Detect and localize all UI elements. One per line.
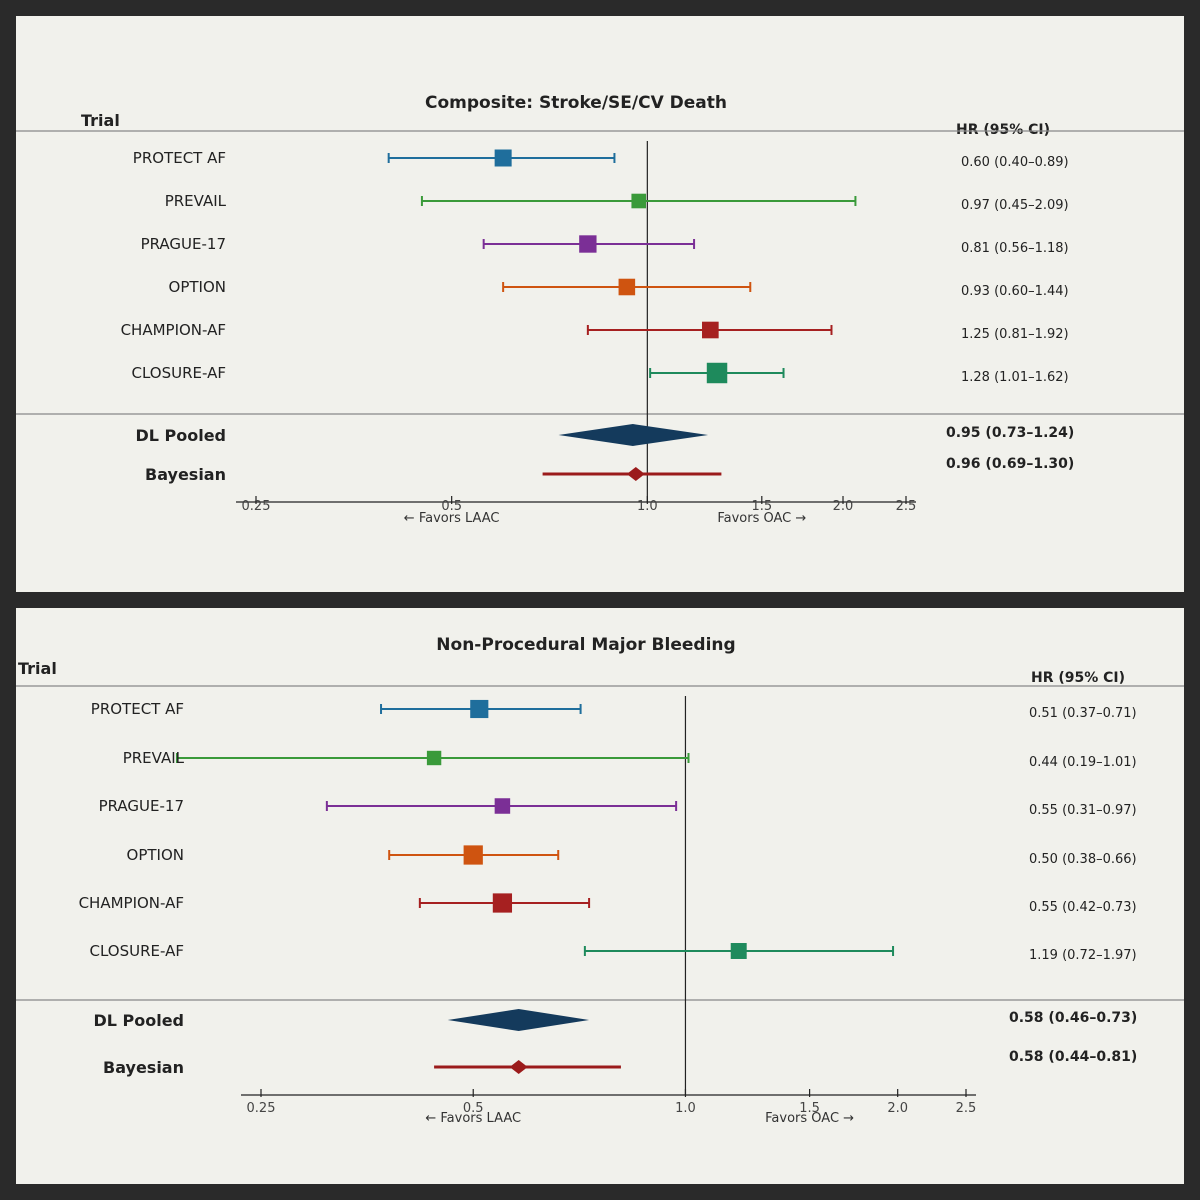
point-estimate-square (494, 149, 512, 167)
favors-oac-label: Favors OAC → (717, 511, 806, 526)
trial-column-header: Trial (81, 111, 120, 130)
bayesian-label: Bayesian (145, 465, 226, 484)
point-estimate-square (426, 750, 442, 766)
point-estimate-square (463, 845, 483, 865)
trial-name-label: PROTECT AF (91, 700, 184, 718)
x-tick-label: 0.5 (463, 1101, 484, 1116)
x-tick-label: 0.25 (242, 499, 271, 514)
point-estimate-square (730, 943, 747, 959)
point-estimate-square (702, 321, 719, 339)
trial-name-label: PRAGUE-17 (141, 235, 226, 253)
bayesian-hr-label: 0.96 (0.69–1.30) (946, 456, 1074, 472)
hr-ci-label: 0.97 (0.45–2.09) (961, 198, 1069, 213)
hr-ci-label: 0.60 (0.40–0.89) (961, 155, 1069, 170)
hr-ci-label: 1.25 (0.81–1.92) (961, 327, 1069, 342)
trial-name-label: CLOSURE-AF (90, 942, 184, 960)
trial-name-label: OPTION (169, 278, 226, 296)
hr-ci-label: 0.81 (0.56–1.18) (961, 241, 1069, 256)
hr-column-header: HR (95% CI) (1031, 670, 1125, 686)
hr-ci-label: 0.55 (0.31–0.97) (1029, 803, 1137, 818)
x-tick-label: 2.5 (956, 1101, 977, 1116)
hr-ci-label: 0.44 (0.19–1.01) (1029, 755, 1137, 770)
trial-name-label: PREVAIL (165, 192, 227, 210)
pooled-hr-label: 0.58 (0.46–0.73) (1009, 1010, 1137, 1026)
point-estimate-square (579, 235, 597, 253)
trial-name-label: OPTION (127, 846, 184, 864)
hr-ci-label: 1.28 (1.01–1.62) (961, 370, 1069, 385)
x-tick-label: 1.0 (637, 499, 658, 514)
trial-name-label: CHAMPION-AF (79, 894, 184, 912)
point-estimate-square (706, 362, 728, 384)
forest-plot-panel-bleeding: Non-Procedural Major Bleeding Trial HR (95… (16, 608, 1184, 1184)
x-tick-label: 0.5 (441, 499, 462, 514)
favors-laac-label: ← Favors LAAC (425, 1111, 521, 1126)
hr-ci-label: 0.55 (0.42–0.73) (1029, 900, 1137, 915)
forest-plot-panel-composite: Composite: Stroke/SE/CV Death Trial HR (95… (16, 16, 1184, 592)
chart-title: Non-Procedural Major Bleeding (436, 635, 735, 655)
hr-column-header: HR (95% CI) (956, 122, 1050, 138)
trial-name-label: PRAGUE-17 (99, 797, 184, 815)
x-tick-label: 1.5 (799, 1101, 820, 1116)
point-estimate-square (631, 193, 647, 209)
favors-laac-label: ← Favors LAAC (404, 511, 500, 526)
chart-title: Composite: Stroke/SE/CV Death (425, 93, 727, 113)
x-tick-label: 1.5 (751, 499, 772, 514)
x-tick-label: 0.25 (247, 1101, 276, 1116)
trial-name-label: PROTECT AF (133, 149, 226, 167)
forest-plot-bleeding: Non-Procedural Major Bleeding Trial HR (95… (16, 635, 1184, 1126)
bayesian-point-estimate (626, 467, 645, 481)
trial-name-label: CLOSURE-AF (132, 364, 226, 382)
pooled-diamond (558, 424, 709, 446)
hr-ci-label: 0.50 (0.38–0.66) (1029, 852, 1137, 867)
x-tick-label: 2.0 (833, 499, 854, 514)
trial-column-header: Trial (18, 659, 57, 678)
point-estimate-square (618, 278, 636, 296)
trial-name-label: PREVAIL (123, 749, 185, 767)
point-estimate-square (494, 798, 511, 814)
x-tick-label: 2.5 (896, 499, 917, 514)
pooled-diamond (447, 1009, 590, 1031)
trial-name-label: CHAMPION-AF (121, 321, 226, 339)
pooled-hr-label: 0.95 (0.73–1.24) (946, 425, 1074, 441)
hr-ci-label: 0.93 (0.60–1.44) (961, 284, 1069, 299)
point-estimate-square (470, 699, 489, 719)
hr-ci-label: 0.51 (0.37–0.71) (1029, 706, 1137, 721)
pooled-label: DL Pooled (135, 426, 226, 445)
bayesian-hr-label: 0.58 (0.44–0.81) (1009, 1049, 1137, 1065)
favors-oac-label: Favors OAC → (765, 1111, 854, 1126)
bayesian-label: Bayesian (103, 1058, 184, 1077)
x-tick-label: 1.0 (675, 1101, 696, 1116)
point-estimate-square (492, 893, 513, 913)
bayesian-point-estimate (509, 1060, 528, 1074)
x-tick-label: 2.0 (887, 1101, 908, 1116)
hr-ci-label: 1.19 (0.72–1.97) (1029, 948, 1137, 963)
forest-plot-composite: Composite: Stroke/SE/CV Death Trial HR (95… (16, 93, 1184, 526)
pooled-label: DL Pooled (93, 1011, 184, 1030)
